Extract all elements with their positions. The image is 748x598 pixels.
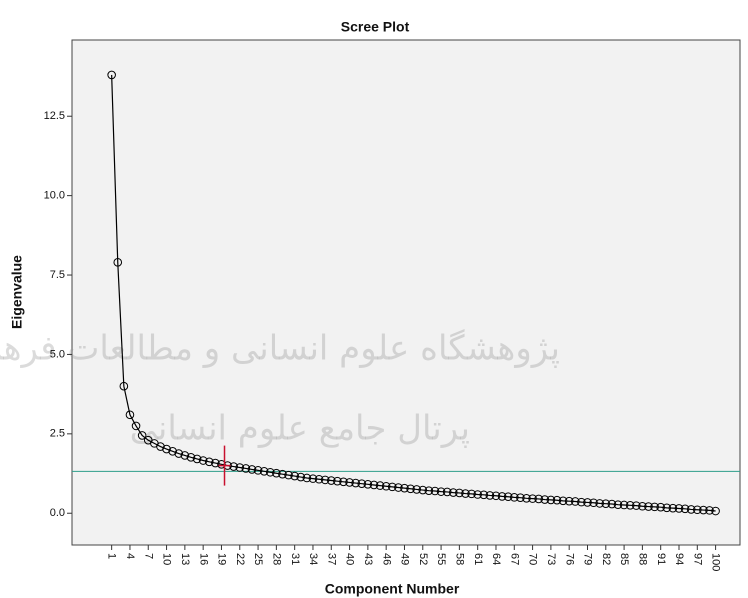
y-axis-title: Eigenvalue (9, 255, 25, 329)
x-tick-label: 79 (582, 553, 594, 565)
x-tick-label: 88 (636, 553, 648, 565)
x-tick-label: 58 (453, 553, 465, 565)
x-tick-label: 70 (527, 553, 539, 565)
chart-title: Scree Plot (341, 19, 410, 35)
x-tick-label: 7 (142, 553, 154, 559)
x-tick-label: 4 (124, 553, 136, 559)
x-tick-label: 13 (179, 553, 191, 565)
x-tick-label: 49 (399, 553, 411, 565)
y-tick-label: 2.5 (50, 428, 65, 440)
x-tick-label: 82 (600, 553, 612, 565)
y-tick-label: 7.5 (50, 269, 65, 281)
plot-area (72, 40, 740, 545)
watermark: پژوهشگاه علوم انسانی و مطالعات فرهنگی (0, 329, 560, 369)
x-tick-label: 16 (197, 553, 209, 565)
x-tick-label: 61 (472, 553, 484, 565)
x-tick-label: 85 (618, 553, 630, 565)
x-tick-label: 55 (435, 553, 447, 565)
y-tick-label: 12.5 (44, 110, 65, 122)
x-tick-label: 73 (545, 553, 557, 565)
x-tick-label: 43 (362, 553, 374, 565)
x-tick-label: 1 (106, 553, 118, 559)
x-tick-label: 22 (234, 553, 246, 565)
y-tick-label: 0.0 (50, 507, 65, 519)
x-tick-label: 97 (691, 553, 703, 565)
x-tick-label: 34 (307, 553, 319, 565)
x-tick-label: 91 (655, 553, 667, 565)
x-tick-label: 28 (270, 553, 282, 565)
x-tick-label: 52 (417, 553, 429, 565)
x-tick-label: 76 (563, 553, 575, 565)
x-tick-label: 25 (252, 553, 264, 565)
y-tick-label: 5.0 (50, 348, 65, 360)
x-tick-label: 19 (216, 553, 228, 565)
chart: پژوهشگاه علوم انسانی و مطالعات فرهنگی پر… (0, 0, 748, 598)
x-axis-title: Component Number (325, 581, 460, 597)
x-tick-label: 100 (710, 553, 722, 571)
x-tick-label: 37 (325, 553, 337, 565)
x-tick-label: 94 (673, 553, 685, 565)
x-tick-label: 64 (490, 553, 502, 565)
y-tick-label: 10.0 (44, 190, 65, 202)
x-tick-label: 67 (508, 553, 520, 565)
x-tick-label: 46 (380, 553, 392, 565)
watermark: پرتال جامع علوم انسانی (130, 409, 470, 449)
x-tick-label: 40 (344, 553, 356, 565)
x-tick-label: 10 (161, 553, 173, 565)
x-tick-label: 31 (289, 553, 301, 565)
